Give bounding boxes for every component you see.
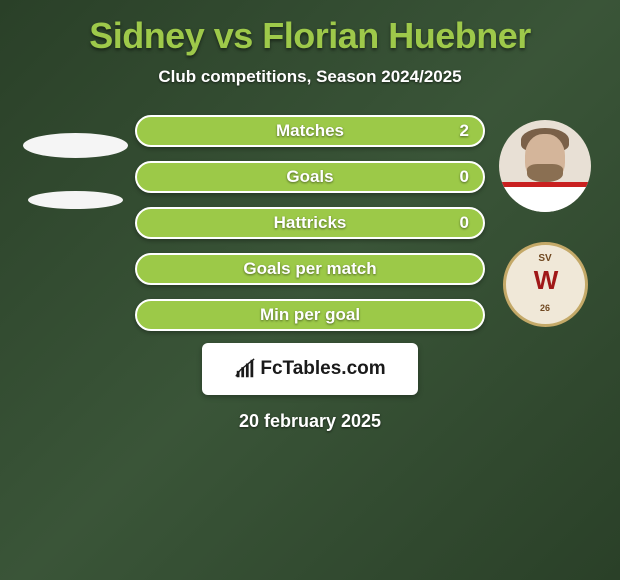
club-badge: SV W 26 [503, 242, 588, 327]
stat-bar-matches: Matches 2 [135, 115, 485, 147]
stat-label: Min per goal [260, 305, 360, 325]
chart-icon [234, 358, 256, 380]
stat-label: Goals [286, 167, 333, 187]
date-text: 20 february 2025 [239, 411, 381, 432]
stat-bar-hattricks: Hattricks 0 [135, 207, 485, 239]
page-title: Sidney vs Florian Huebner [89, 15, 531, 57]
brand-logo-box[interactable]: FcTables.com [202, 343, 418, 395]
player-avatar [499, 120, 591, 212]
stats-column: Matches 2 Goals 0 Hattricks 0 Goals per … [135, 115, 485, 331]
right-player-column: SV W 26 [485, 115, 605, 327]
avatar-shirt-icon [500, 182, 590, 212]
badge-number: 26 [537, 303, 553, 313]
avatar-beard-icon [527, 164, 563, 182]
badge-top-text: SV [538, 253, 551, 264]
stat-bar-min-per-goal: Min per goal [135, 299, 485, 331]
stat-value: 0 [460, 167, 469, 187]
brand-name: FcTables.com [260, 358, 385, 380]
stat-label: Goals per match [243, 259, 376, 279]
main-row: Matches 2 Goals 0 Hattricks 0 Goals per … [0, 115, 620, 331]
stat-value: 0 [460, 213, 469, 233]
badge-inner-icon: SV W 26 [515, 255, 575, 315]
club-placeholder-icon [28, 191, 123, 209]
player-placeholder-icon [23, 133, 128, 158]
stat-label: Hattricks [274, 213, 347, 233]
stat-bar-goals: Goals 0 [135, 161, 485, 193]
badge-main-letter: W [534, 265, 557, 296]
stat-label: Matches [276, 121, 344, 141]
season-subtitle: Club competitions, Season 2024/2025 [158, 67, 461, 87]
comparison-card: Sidney vs Florian Huebner Club competiti… [0, 0, 620, 442]
left-player-column [15, 115, 135, 222]
stat-value: 2 [460, 121, 469, 141]
stat-bar-goals-per-match: Goals per match [135, 253, 485, 285]
